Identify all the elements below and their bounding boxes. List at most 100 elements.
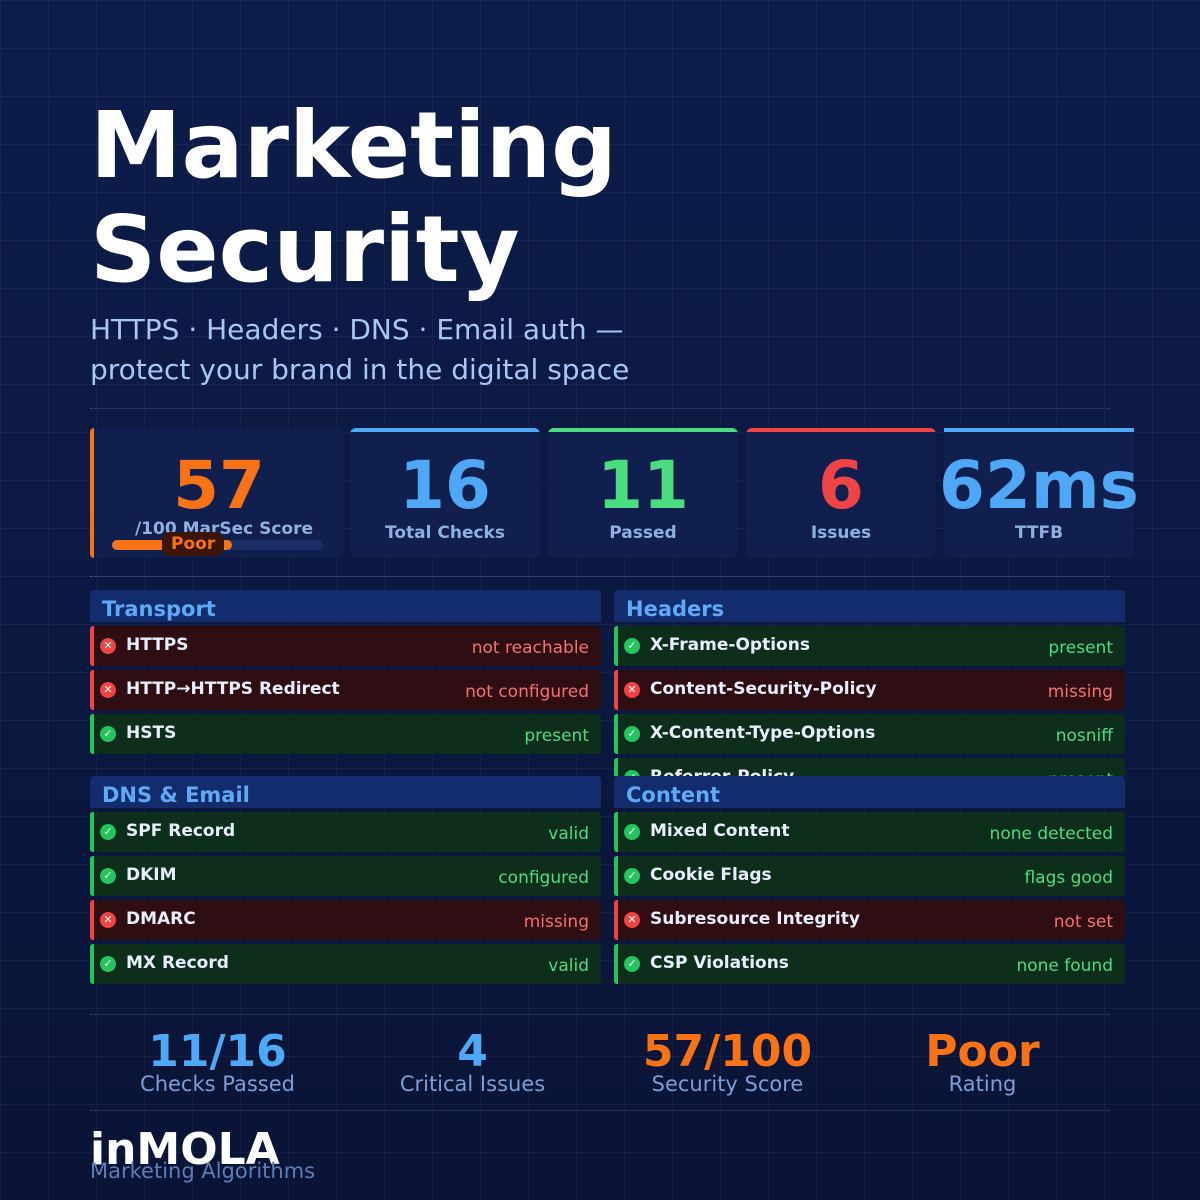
score-card: 57 /100 MarSec Score Poor xyxy=(90,428,344,558)
divider xyxy=(90,1014,1110,1015)
check-circle-icon: ✓ xyxy=(624,638,640,654)
check-name: X-Frame-Options xyxy=(650,635,810,655)
kpi-label: Issues xyxy=(810,523,872,543)
kpi-accent-bar xyxy=(944,428,1134,432)
summary-security-score: 57/100 Security Score xyxy=(600,1026,855,1097)
check-status: not reachable xyxy=(471,638,589,658)
page-subtitle: HTTPS · Headers · DNS · Email auth — pro… xyxy=(90,310,790,390)
check-status: present xyxy=(1048,770,1113,776)
check-row: ✓ SPF Record valid xyxy=(90,812,601,852)
summary-rating: Poor Rating xyxy=(855,1026,1110,1097)
check-row: ✓ HSTS present xyxy=(90,714,601,754)
check-status: nosniff xyxy=(1055,726,1113,746)
title-line-1: Marketing xyxy=(90,92,617,199)
check-row: ✓ X-Content-Type-Options nosniff xyxy=(614,714,1125,754)
check-row: ✕ HTTP→HTTPS Redirect not configured xyxy=(90,670,601,710)
check-row: ✓ DKIM configured xyxy=(90,856,601,896)
kpi-card-ttfb: 62ms TTFB xyxy=(939,428,1139,558)
score-label: /100 MarSec Score xyxy=(134,519,314,539)
summary-label: Checks Passed xyxy=(140,1072,295,1096)
check-name: Subresource Integrity xyxy=(650,909,860,929)
section-dns-email: DNS & Email ✓ SPF Record valid ✓ DKIM configu… xyxy=(90,776,601,984)
check-list: ✓ SPF Record valid ✓ DKIM configured ✕ DMARC mis… xyxy=(90,812,601,984)
check-circle-icon: ✓ xyxy=(100,824,116,840)
x-circle-icon: ✕ xyxy=(100,638,116,654)
summary-value: 11/16 xyxy=(148,1026,287,1077)
check-circle-icon: ✓ xyxy=(100,868,116,884)
check-status: none detected xyxy=(989,824,1113,844)
check-name: Referrer-Policy xyxy=(650,767,794,776)
score-value: 57 xyxy=(173,447,265,524)
check-circle-icon: ✓ xyxy=(624,956,640,972)
summary-label: Security Score xyxy=(651,1072,804,1096)
check-status: valid xyxy=(548,956,589,976)
check-circle-icon: ✓ xyxy=(624,824,640,840)
check-status: present xyxy=(1048,638,1113,658)
kpi-accent-bar xyxy=(746,428,936,432)
summary-label: Rating xyxy=(948,1072,1017,1096)
check-name: X-Content-Type-Options xyxy=(650,723,876,743)
check-row: ✓ Cookie Flags flags good xyxy=(614,856,1125,896)
check-row: ✓ X-Frame-Options present xyxy=(614,626,1125,666)
summary-checks-passed: 11/16 Checks Passed xyxy=(90,1026,345,1097)
x-circle-icon: ✕ xyxy=(624,682,640,698)
check-row: ✕ Content-Security-Policy missing xyxy=(614,670,1125,710)
page-title: Marketing Security xyxy=(90,94,990,302)
check-name: DMARC xyxy=(126,909,196,929)
check-circle-icon: ✓ xyxy=(100,726,116,742)
section-headers: Headers ✓ X-Frame-Options present ✕ Content-… xyxy=(614,590,1125,776)
check-status: none found xyxy=(1016,956,1113,976)
section-content: Content ✓ Mixed Content none detected ✓ Cook… xyxy=(614,776,1125,984)
check-row: ✓ Referrer-Policy present xyxy=(614,758,1125,776)
summary-value: 57/100 xyxy=(642,1026,813,1077)
check-status: missing xyxy=(1047,682,1113,702)
check-row: ✕ Subresource Integrity not set xyxy=(614,900,1125,940)
check-name: HTTPS xyxy=(126,635,189,655)
divider xyxy=(90,408,1110,409)
check-row: ✓ MX Record valid xyxy=(90,944,601,984)
check-status: missing xyxy=(523,912,589,932)
score-rating-badge: Poor xyxy=(162,532,225,556)
check-status: configured xyxy=(498,868,589,888)
brand-tagline: Marketing Algorithms xyxy=(90,1159,316,1183)
divider xyxy=(90,1110,1110,1111)
check-status: not set xyxy=(1053,912,1113,932)
summary-label: Critical Issues xyxy=(399,1072,546,1096)
check-status: flags good xyxy=(1024,868,1113,888)
kpi-card-issues: 6 Issues xyxy=(746,428,936,558)
check-circle-icon: ✓ xyxy=(624,770,640,776)
check-name: Mixed Content xyxy=(650,821,790,841)
check-name: MX Record xyxy=(126,953,229,973)
x-circle-icon: ✕ xyxy=(100,912,116,928)
kpi-value: 16 xyxy=(399,447,491,524)
title-line-2: Security xyxy=(90,196,520,303)
check-circle-icon: ✓ xyxy=(624,868,640,884)
section-title: Transport xyxy=(90,590,601,622)
kpi-label: Total Checks xyxy=(385,523,505,543)
check-list: ✓ Mixed Content none detected ✓ Cookie Flags… xyxy=(614,812,1125,984)
section-title: Content xyxy=(614,776,1125,808)
section-transport: Transport ✕ HTTPS not reachable ✕ HTTP→HTTPS… xyxy=(90,590,601,754)
summary-value: Poor xyxy=(925,1026,1040,1077)
kpi-accent-bar xyxy=(350,428,540,432)
kpi-card-total-checks: 16 Total Checks xyxy=(350,428,540,558)
divider xyxy=(90,576,1110,577)
x-circle-icon: ✕ xyxy=(100,682,116,698)
check-name: DKIM xyxy=(126,865,177,885)
kpi-value: 62ms xyxy=(939,447,1139,524)
subtitle-line-2: protect your brand in the digital space xyxy=(90,353,630,386)
check-status: not configured xyxy=(465,682,589,702)
section-title: Headers xyxy=(614,590,1125,622)
kpi-accent-bar xyxy=(548,428,738,432)
check-name: Content-Security-Policy xyxy=(650,679,877,699)
x-circle-icon: ✕ xyxy=(624,912,640,928)
check-name: HSTS xyxy=(126,723,177,743)
check-name: Cookie Flags xyxy=(650,865,772,885)
check-row: ✓ Mixed Content none detected xyxy=(614,812,1125,852)
section-title: DNS & Email xyxy=(90,776,601,808)
check-circle-icon: ✓ xyxy=(100,956,116,972)
check-name: HTTP→HTTPS Redirect xyxy=(126,679,340,699)
check-row: ✓ CSP Violations none found xyxy=(614,944,1125,984)
kpi-label: TTFB xyxy=(1014,523,1064,543)
check-circle-icon: ✓ xyxy=(624,726,640,742)
